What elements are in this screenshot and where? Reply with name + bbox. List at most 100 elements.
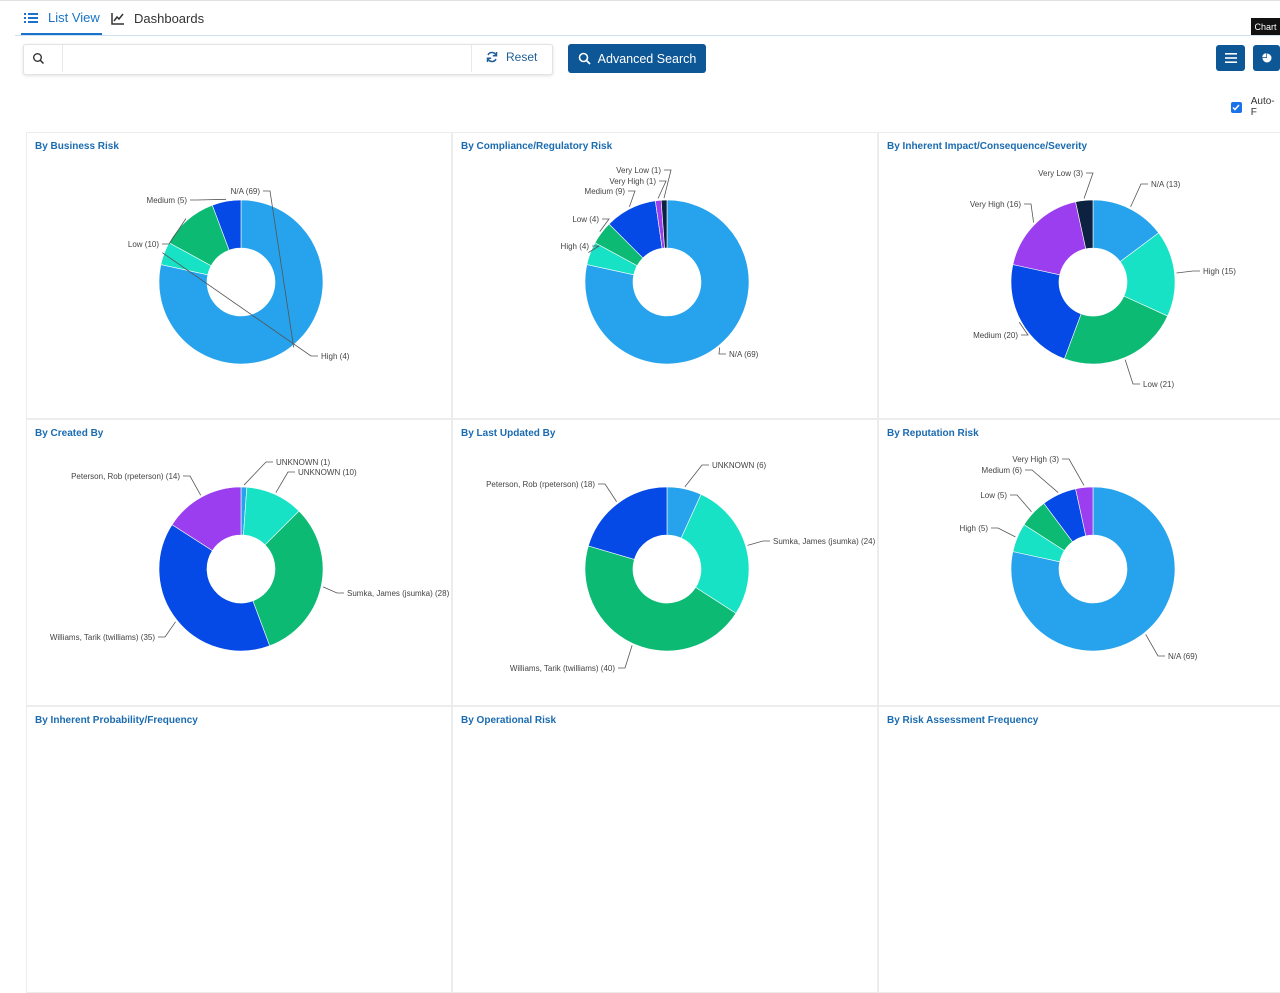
donut-slice[interactable] <box>660 199 668 249</box>
label-connector <box>599 218 610 232</box>
slice-label: Low (5) <box>980 491 1007 500</box>
donut-slice[interactable] <box>252 510 324 647</box>
chart-title[interactable]: By Created By <box>35 428 104 439</box>
chart-title[interactable]: By Operational Risk <box>461 715 557 726</box>
label-connector <box>747 540 770 546</box>
slice-label: Williams, Tarik (twilliams) (35) <box>50 633 156 642</box>
tab-dashboards[interactable]: Dashboards <box>111 2 204 35</box>
donut-slice[interactable] <box>1010 486 1176 652</box>
donut-slice[interactable] <box>158 524 271 652</box>
slice-label: Medium (9) <box>585 187 626 196</box>
refresh-icon <box>486 51 498 63</box>
donut-slice[interactable] <box>1012 201 1087 276</box>
slice-label: High (5) <box>960 524 989 533</box>
chart-title[interactable]: By Inherent Impact/Consequence/Severity <box>887 141 1088 152</box>
chart-title[interactable]: By Last Updated By <box>461 428 556 439</box>
slice-label: Medium (6) <box>982 466 1023 475</box>
slice-label: UNKNOWN (1) <box>276 458 331 467</box>
list-mode-button[interactable] <box>1216 45 1245 71</box>
slice-label: Medium (20) <box>973 331 1018 340</box>
chart-panel: By Business Risk N/A (69) High (4) Low (10… <box>26 132 452 419</box>
advanced-search-button[interactable]: Advanced Search <box>568 44 706 73</box>
label-connector <box>718 347 726 355</box>
tab-underline <box>15 35 1280 36</box>
donut-slice[interactable] <box>211 199 242 251</box>
chart-panel: By Inherent Probability/Frequency <box>26 706 452 993</box>
search-icon <box>578 52 591 65</box>
label-connector <box>162 218 187 245</box>
donut-slice[interactable] <box>680 494 750 614</box>
label-connector <box>1025 469 1059 493</box>
donut-chart: UNKNOWN (1)UNKNOWN (10) Sumka, James (jsu… <box>50 458 450 652</box>
donut-slice[interactable] <box>584 199 750 365</box>
reset-label: Reset <box>506 50 538 64</box>
tab-list-view[interactable]: List View <box>21 2 102 35</box>
label-connector <box>684 464 709 488</box>
search-input[interactable] <box>62 45 472 72</box>
label-connector <box>162 252 318 357</box>
search-icon[interactable] <box>32 52 45 65</box>
advanced-search-label: Advanced Search <box>597 51 697 66</box>
chart-mode-button[interactable] <box>1253 45 1280 71</box>
slice-label: Very High (3) <box>1012 455 1059 464</box>
slice-label: Very Low (3) <box>1038 169 1083 178</box>
chart-title[interactable]: By Risk Assessment Frequency <box>887 715 1039 726</box>
slice-label: N/A (69) <box>729 350 759 359</box>
label-connector <box>598 483 617 502</box>
chart-panel: By Risk Assessment Frequency <box>878 706 1280 993</box>
slice-label: Peterson, Rob (rpeterson) (18) <box>486 480 595 489</box>
label-connector <box>1010 494 1032 513</box>
label-connector <box>1062 458 1085 486</box>
chart-title[interactable]: By Business Risk <box>35 141 119 152</box>
view-tabs: List View Dashboards <box>0 0 1280 37</box>
check-icon <box>1232 104 1240 111</box>
label-connector <box>1018 322 1029 336</box>
chart-title[interactable]: By Reputation Risk <box>887 428 979 439</box>
donut-slice[interactable] <box>584 545 737 652</box>
label-connector <box>1124 359 1140 385</box>
donut-slice[interactable] <box>1063 295 1168 365</box>
reset-button[interactable]: Reset <box>486 50 537 64</box>
auto-refresh-checkbox[interactable] <box>1231 101 1242 113</box>
label-connector <box>663 169 672 199</box>
donut-slice[interactable] <box>158 199 324 365</box>
slice-label: Williams, Tarik (twilliams) (40) <box>510 664 616 673</box>
label-connector <box>322 586 344 594</box>
search-bar: Reset <box>23 44 553 75</box>
label-connector <box>618 645 633 669</box>
donut-chart: N/A (13) High (15) Low (21) Medium (20) Very… <box>970 169 1236 389</box>
label-connector <box>1130 183 1148 208</box>
label-connector <box>1145 634 1165 657</box>
donut-slice[interactable] <box>1075 486 1094 537</box>
donut-chart: N/A (69) High (4) Low (10) Medium (5) <box>128 187 350 365</box>
chart-title[interactable]: By Compliance/Regulatory Risk <box>461 141 613 152</box>
slice-label: Low (10) <box>128 240 159 249</box>
donut-chart: UNKNOWN (6) Sumka, James (jsumka) (24) Wil… <box>486 461 876 673</box>
chart-panel: By Operational Risk <box>452 706 878 993</box>
label-connector <box>1083 172 1094 199</box>
donut-slice[interactable] <box>1010 264 1082 360</box>
slice-label: Medium (5) <box>147 196 188 205</box>
slice-label: Sumka, James (jsumka) (24) <box>773 537 876 546</box>
chart-panel: By Created By UNKNOWN (1) UNKNOWN (10) Sum… <box>26 419 452 706</box>
auto-refresh-toggle[interactable]: Auto-F <box>1231 96 1280 118</box>
slice-label: N/A (13) <box>1151 180 1181 189</box>
tab-label: List View <box>48 10 100 25</box>
donut-slice[interactable] <box>171 486 242 552</box>
chart-tooltip: Chart <box>1251 18 1280 35</box>
slice-label: N/A (69) <box>231 187 261 196</box>
chart-panel: By Reputation Risk N/A (69) High (5) Low (… <box>878 419 1280 706</box>
label-connector <box>243 461 273 486</box>
chart-title[interactable]: By Inherent Probability/Frequency <box>35 715 198 726</box>
label-connector <box>1176 270 1200 274</box>
slice-label: Low (21) <box>1143 380 1174 389</box>
auto-refresh-label: Auto-F <box>1250 96 1275 118</box>
label-connector <box>263 190 295 348</box>
donut-slice[interactable] <box>1075 199 1094 250</box>
label-connector <box>275 471 295 493</box>
chart-panel: By Compliance/Regulatory Risk N/A (69) Hi… <box>452 132 878 419</box>
label-connector <box>991 527 1016 538</box>
label-connector <box>190 198 227 201</box>
donut-slice[interactable] <box>587 486 668 560</box>
label-connector <box>657 180 667 199</box>
